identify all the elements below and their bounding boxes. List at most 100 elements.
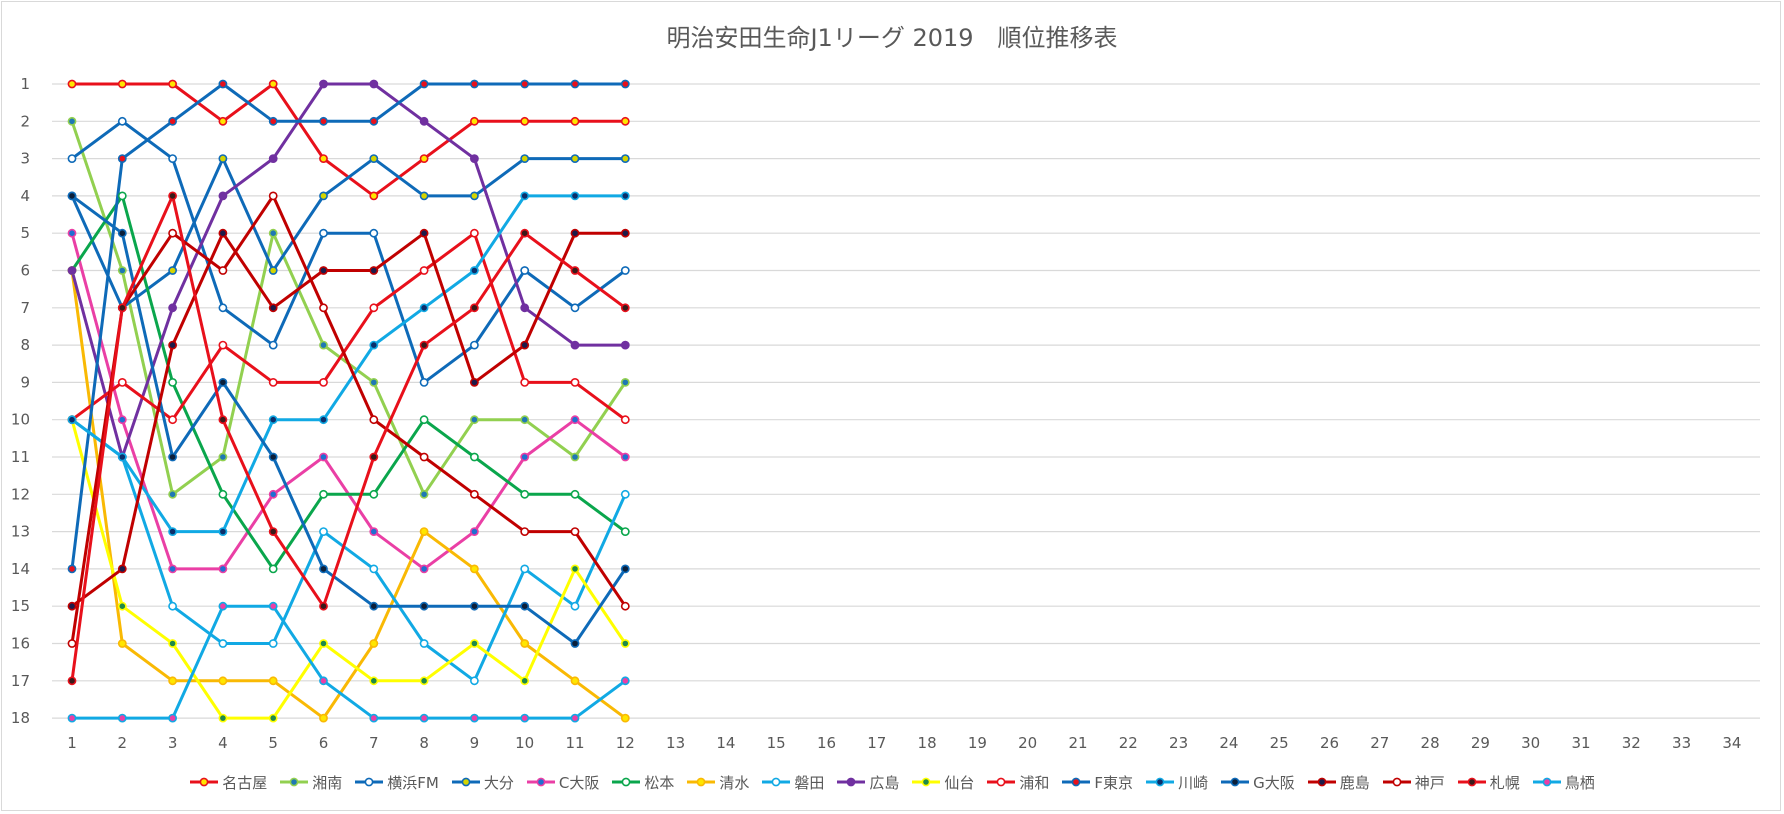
data-point [268,415,278,425]
legend-swatch [1307,777,1336,787]
data-point [319,303,328,313]
legend-swatch [687,777,716,787]
x-tick-label: 10 [515,734,534,752]
legend-marker [1155,777,1165,787]
data-point [218,489,228,499]
data-point [620,713,630,723]
data-point [520,601,530,611]
data-point [268,79,278,89]
legend-label: 清水 [719,773,750,792]
x-tick-label: 2 [118,734,128,752]
data-point [117,154,127,163]
data-point [117,415,127,425]
data-point [520,415,530,425]
data-point [218,116,228,126]
legend-marker [289,777,299,787]
data-point [469,340,479,350]
data-point [469,116,479,126]
data-point [520,266,530,275]
data-point [168,154,177,163]
legend-item: 大分 [451,772,514,793]
data-point [218,228,228,238]
data-point [570,601,580,611]
data-point [419,266,429,275]
data-point [168,266,177,275]
legend-marker [1467,777,1477,787]
data-point [620,377,630,387]
data-point [67,564,77,574]
chart-title: 明治安田生命J1リーグ 2019 順位推移表 [666,24,1118,52]
data-point [168,601,177,611]
y-tick-label: 8 [20,336,30,354]
data-point [419,564,429,574]
legend-item: 広島 [836,772,899,793]
legend-swatch [912,777,941,787]
data-point [419,228,429,238]
data-point [218,527,228,536]
legend-swatch [1382,777,1411,787]
data-point [620,266,630,275]
data-point [620,601,630,611]
data-point [319,191,328,201]
data-point [520,564,530,574]
data-point [268,191,278,201]
legend-item: 清水 [686,772,749,793]
data-point [369,601,379,611]
data-point [469,228,479,238]
data-point [520,639,530,648]
legend-swatch [526,777,555,787]
data-point [117,639,127,648]
data-point [369,415,379,425]
data-point [168,527,177,536]
data-point [469,415,479,425]
data-point [419,527,429,536]
y-tick-label: 4 [20,187,30,205]
data-point [520,340,530,350]
legend-marker [1392,777,1402,787]
legend-item: 神戸 [1382,772,1445,793]
data-point [319,228,328,238]
data-point [319,154,328,163]
data-point [218,303,228,313]
data-point [520,452,530,462]
legend-label: 札幌 [1489,773,1520,792]
x-tick-label: 32 [1622,734,1641,752]
data-point [117,116,127,126]
data-point [570,303,580,313]
legend-item: 仙台 [911,772,974,793]
legend-swatch [1062,777,1091,787]
data-point [520,116,530,126]
legend-label: 神戸 [1414,773,1445,792]
data-point [369,713,379,723]
legend-marker [921,777,931,787]
data-point [268,564,278,574]
data-point [570,340,580,350]
data-point [520,377,530,387]
data-point [268,601,278,611]
data-point [620,415,630,425]
x-tick-label: 34 [1722,734,1741,752]
data-point [620,639,630,648]
data-point [570,415,580,425]
data-point [218,415,228,425]
data-point [620,489,630,499]
data-point [369,489,379,499]
data-point [620,676,630,686]
x-tick-label: 24 [1219,734,1238,752]
x-tick-label: 28 [1421,734,1440,752]
x-tick-label: 16 [817,734,836,752]
data-point [168,713,177,723]
data-point [369,452,379,462]
series-line [70,82,626,570]
data-point [268,377,278,387]
data-point [419,639,429,648]
data-point [319,639,328,648]
data-point [419,154,429,163]
x-tick-label: 11 [565,734,584,752]
y-tick-label: 18 [11,709,30,727]
legend-label: F東京 [1094,773,1134,792]
y-tick-label: 2 [20,112,30,130]
y-tick-label: 15 [11,597,30,615]
legend-swatch [1221,777,1250,787]
legend-item: C大阪 [526,772,599,793]
